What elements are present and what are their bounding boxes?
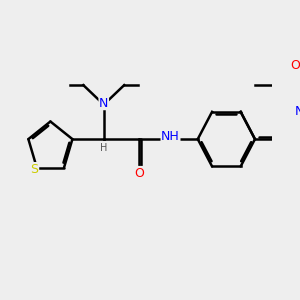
Text: H: H (100, 142, 107, 152)
Text: S: S (31, 163, 39, 176)
Text: O: O (134, 167, 144, 179)
Text: NH: NH (161, 130, 180, 143)
Text: N: N (99, 97, 108, 110)
Text: O: O (290, 59, 300, 72)
Text: N: N (295, 105, 300, 118)
